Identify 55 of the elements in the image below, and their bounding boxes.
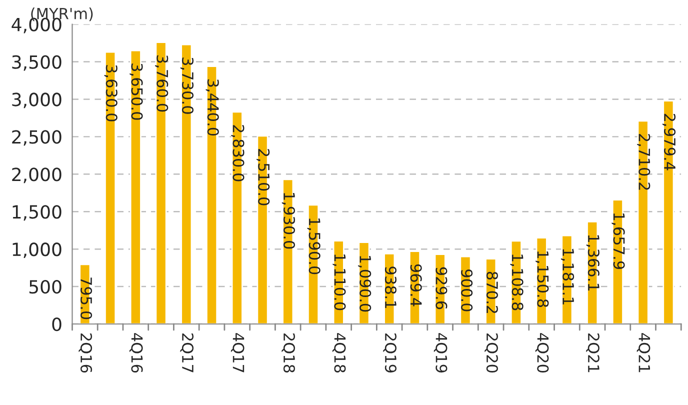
x-tick-label: 2Q16	[78, 333, 92, 373]
bar	[206, 66, 218, 324]
x-tick-label: 4Q21	[636, 333, 650, 372]
bar	[282, 178, 294, 324]
data-label: 1,590.0	[307, 218, 320, 274]
y-tick-label: 3,500	[12, 55, 62, 71]
bar	[662, 100, 674, 324]
data-label: 1,108.8	[510, 254, 524, 310]
x-tick-label: 4Q20	[535, 333, 549, 373]
data-label: 929.6	[436, 267, 448, 310]
data-label: 2,830.0	[231, 125, 244, 182]
data-label: 900.0	[461, 270, 473, 312]
x-tick-label: 2Q20	[484, 333, 498, 373]
data-label: 2,510.0	[256, 149, 270, 206]
data-label: 1,090.0	[358, 256, 372, 312]
bar	[104, 51, 116, 324]
bar	[612, 199, 624, 324]
x-tick-label: 4Q16	[129, 333, 143, 373]
data-label: 3,440.0	[206, 79, 219, 136]
y-tick-label: 500	[29, 280, 62, 294]
bar	[155, 42, 167, 324]
data-label: 1,181.1	[560, 249, 574, 304]
data-label: 1,930.0	[282, 193, 296, 249]
x-tick-label: 2Q21	[586, 333, 600, 372]
y-tick-label: 0	[52, 317, 62, 332]
data-label: 938.1	[384, 266, 396, 308]
bar	[256, 135, 268, 324]
bar	[180, 44, 192, 324]
data-label: 969.4	[410, 264, 422, 306]
data-label: 3,760.0	[155, 55, 168, 112]
data-label: 1,366.1	[586, 235, 600, 291]
data-label: 1,110.0	[332, 254, 346, 310]
x-tick-label: 2Q17	[180, 333, 194, 372]
y-tick-label: 2,000	[12, 168, 62, 184]
data-label: 3,650.0	[130, 64, 143, 120]
data-label: 1,150.8	[536, 251, 549, 308]
x-tick-label: 2Q19	[383, 333, 396, 372]
data-label: 795.0	[80, 278, 92, 320]
x-tick-label: 4Q19	[434, 333, 448, 372]
data-label: 870.2	[486, 272, 498, 313]
x-tick-label: 4Q18	[332, 333, 346, 372]
y-tick-label: 1,000	[12, 242, 62, 258]
y-tick-label: 3,000	[12, 92, 62, 108]
bar	[130, 50, 142, 324]
data-label: 1,657.9	[612, 213, 625, 270]
x-tick-label: 2Q18	[282, 333, 296, 372]
x-tick-label: 4Q17	[230, 333, 244, 372]
y-tick-label: 2,500	[12, 130, 62, 146]
y-tick-label: 1,500	[12, 205, 62, 221]
bar	[231, 111, 243, 324]
bar	[637, 120, 649, 324]
data-label: 3,630.0	[104, 65, 118, 122]
data-label: 3,730.0	[180, 58, 194, 114]
data-label: 2,979.4	[662, 114, 676, 170]
data-label: 2,710.2	[637, 134, 650, 190]
